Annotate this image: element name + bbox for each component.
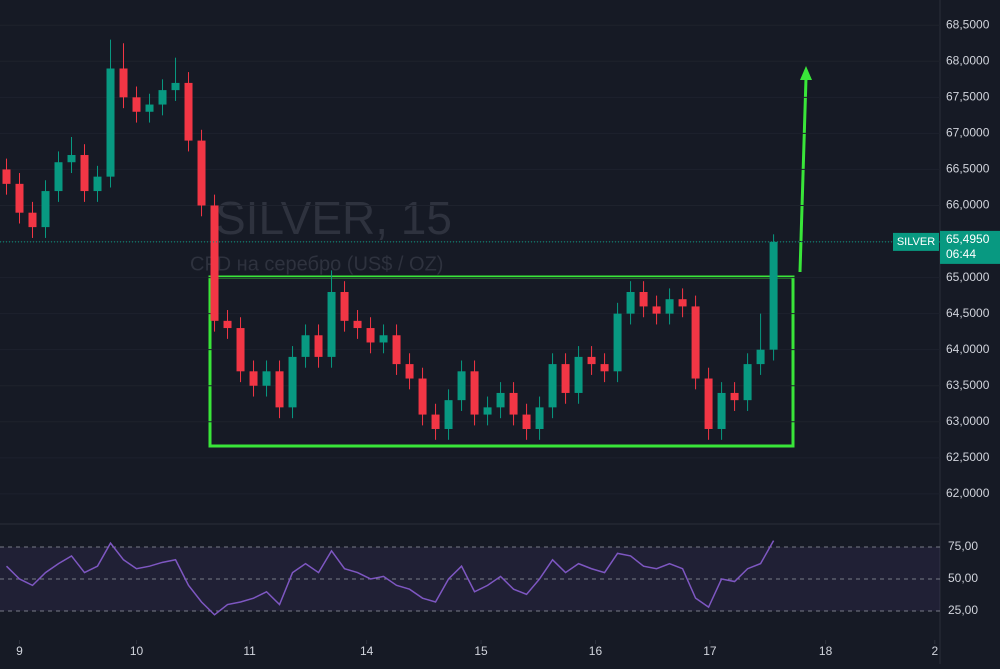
y-tick-label: 50,00 [948,571,978,585]
candle-body [106,68,115,177]
candle-body [262,371,271,386]
y-tick-label: 63,0000 [946,414,990,428]
candle-body [431,414,440,429]
candle-body [665,299,674,314]
candle-body [574,356,583,393]
candle-body [743,364,752,401]
symbol-tag [893,232,939,251]
candle-body [2,169,11,184]
y-tick-label: 25,00 [948,603,978,617]
rsi-line [5,540,775,616]
symbol-label: SILVER [897,236,935,248]
y-tick-label: 66,5000 [946,162,990,176]
candle-body [626,292,635,314]
candle-body [548,364,557,408]
y-tick-label: 63,5000 [946,378,990,392]
candle-body [483,407,492,415]
countdown-label: 06:44 [946,247,976,261]
candle-body [652,306,661,314]
candle-body [223,320,232,329]
price-label: 65,4950 [946,232,990,246]
candle-body [275,371,284,408]
candle-body [41,191,50,228]
candle-body [236,328,245,372]
candle-body [600,364,609,372]
candle-body [639,292,648,307]
x-tick-label: 17 [703,644,717,658]
y-tick-label: 65,0000 [946,270,990,284]
x-tick-label: 10 [130,644,144,658]
candle-body [379,335,388,343]
candle-body [54,162,63,192]
watermark-title: SILVER, 15 [215,192,452,244]
candle-body [210,205,219,321]
candle-body [80,155,89,192]
candle-body [470,371,479,415]
y-tick-label: 75,00 [948,539,978,553]
candle-body [184,82,193,141]
candle-body [587,356,596,365]
candle-body [509,392,518,415]
price-tag [940,230,1000,264]
candle-body [132,97,141,112]
y-tick-label: 64,5000 [946,306,990,320]
candle-body [145,104,154,112]
candle-body [327,292,336,357]
candle-body [93,176,102,192]
rsi-band [0,546,940,611]
range-box [208,275,795,448]
y-tick-label: 66,0000 [946,198,990,212]
candle-body [301,335,310,357]
y-tick-label: 62,0000 [946,486,990,500]
x-tick-label: 9 [16,644,23,658]
candle-body [613,313,622,372]
candle-body [535,407,544,429]
candle-body [704,378,713,429]
candle-body [28,212,37,228]
candle-body [678,299,687,307]
x-tick-label: 14 [360,644,374,658]
y-tick-label: 68,5000 [946,17,990,31]
y-tick-label: 68,0000 [946,53,990,67]
candle-body [288,356,297,408]
candle-body [171,82,180,91]
candle-body [366,328,375,343]
candle-body [249,371,258,386]
candle-body [197,140,206,206]
y-tick-label: 67,0000 [946,126,990,140]
candle-body [119,68,128,98]
y-tick-label: 67,5000 [946,90,990,104]
candle-body [67,155,76,163]
candle-body [522,414,531,429]
x-tick-label: 16 [589,644,603,658]
x-tick-label: 2 [931,644,938,658]
arrow-head [800,66,812,80]
candle-body [756,349,765,365]
candle-body [353,320,362,329]
x-tick-label: 18 [819,644,833,658]
candle-body [340,292,349,321]
candle-body [496,392,505,408]
candle-body [15,183,24,213]
candle-body [158,90,167,105]
watermark-subtitle: CFD на серебро (US$ / OZ) [190,253,443,275]
y-tick-label: 62,5000 [946,450,990,464]
candle-body [769,241,778,350]
y-tick-label: 64,0000 [946,342,990,356]
x-tick-label: 15 [474,644,488,658]
candle-body [691,306,700,379]
candle-body [444,400,453,429]
candle-body [392,335,401,365]
arrow-line [798,77,808,273]
candle-body [314,335,323,357]
x-tick-label: 11 [243,644,256,658]
candle-body [457,371,466,401]
candle-body [418,378,427,415]
candle-body [561,364,570,393]
candle-body [717,392,726,429]
candle-body [405,364,414,379]
candle-body [730,392,739,401]
